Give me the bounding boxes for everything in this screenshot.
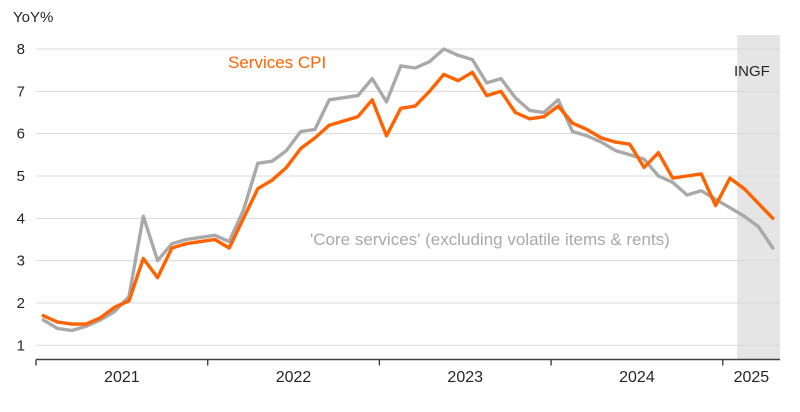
- y-tick-label: 2: [17, 295, 25, 312]
- series-label-core-services: 'Core services' (excluding volatile item…: [310, 230, 670, 249]
- series-line-services-cpi: [41, 70, 775, 326]
- y-axis-title: YoY%: [13, 9, 54, 26]
- y-tick-label: 7: [17, 83, 25, 100]
- y-tick-label: 8: [17, 41, 25, 58]
- x-tick-label: 2022: [276, 369, 312, 386]
- x-tick-label: 2021: [104, 369, 140, 386]
- y-tick-label: 6: [17, 126, 25, 143]
- series-label-services-cpi: Services CPI: [228, 53, 327, 72]
- x-tick-label: 2023: [447, 369, 483, 386]
- y-tick-label: 5: [17, 168, 25, 185]
- y-tick-label: 4: [17, 210, 25, 227]
- forecast-band-label: INGF: [734, 63, 770, 80]
- series-line-core-services: [41, 47, 775, 333]
- y-tick-label: 3: [17, 253, 25, 270]
- y-tick-label: 1: [17, 337, 25, 354]
- x-tick-label: 2024: [619, 369, 655, 386]
- forecast-band: [737, 35, 780, 360]
- x-tick-label: 2025: [734, 369, 770, 386]
